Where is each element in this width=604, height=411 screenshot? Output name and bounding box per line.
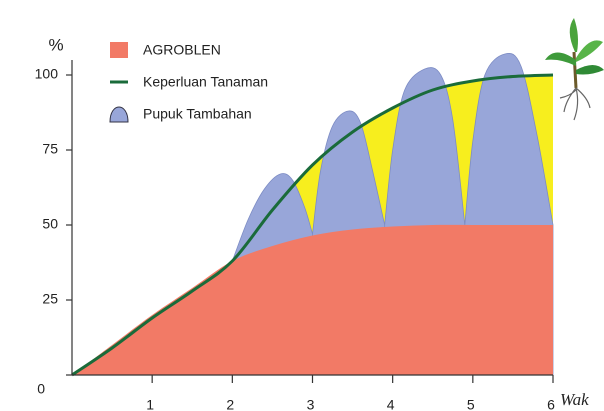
plot-layers	[72, 53, 553, 375]
y-tick-label: 50	[42, 216, 58, 232]
legend-label: Pupuk Tambahan	[143, 106, 252, 122]
page: {"chart_data": { "type": "area", "y_labe…	[0, 0, 604, 411]
x-tick-label: 1	[146, 397, 154, 411]
x-axis-label: Wak	[560, 390, 589, 409]
x-tick-label: 5	[467, 397, 475, 411]
y-tick-label: 100	[35, 66, 59, 82]
area	[72, 225, 553, 375]
chart: % Wak 0 25 50 75 100 1 2 3 4 5 6 AGROBLEN Keperluan …	[0, 0, 604, 411]
legend-label: AGROBLEN	[143, 42, 221, 58]
y-axis-label: %	[48, 35, 63, 54]
plant-icon	[545, 18, 604, 120]
y-tick-label: 0	[37, 381, 45, 397]
fill-layer	[72, 53, 553, 375]
legend-label: Keperluan Tanaman	[143, 74, 268, 90]
x-tick-label: 4	[387, 397, 395, 411]
x-tick-label: 6	[547, 397, 555, 411]
x-tick-label: 2	[226, 397, 234, 411]
legend-swatch	[110, 42, 128, 58]
legend-swatch	[110, 107, 128, 122]
x-tick-label: 3	[307, 397, 315, 411]
y-tick-label: 75	[42, 141, 58, 157]
y-tick-label: 25	[42, 291, 58, 307]
